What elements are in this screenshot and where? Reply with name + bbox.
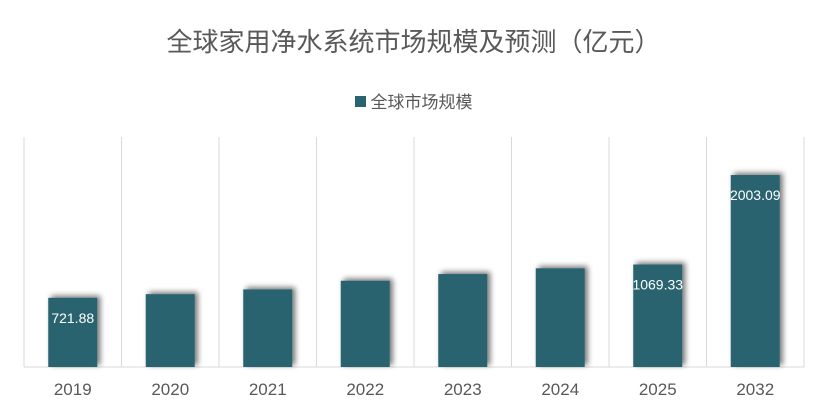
legend-label: 全球市场规模 — [370, 93, 473, 113]
bars — [48, 175, 780, 367]
x-tick-label-2021: 2021 — [249, 380, 287, 399]
bar-2021 — [243, 289, 293, 367]
x-tick-label-2020: 2020 — [151, 380, 189, 399]
x-tick-label-2025: 2025 — [639, 380, 677, 399]
data-label-2025: 1069.33 — [632, 277, 683, 293]
legend-swatch — [354, 95, 366, 107]
x-tick-label-2024: 2024 — [541, 380, 579, 399]
bar-2023 — [438, 274, 488, 367]
gridlines — [23, 137, 805, 368]
bar-2025 — [633, 264, 683, 367]
x-tick-label-2023: 2023 — [444, 380, 482, 399]
bar-2024 — [535, 268, 585, 367]
x-tick-label-2022: 2022 — [346, 380, 384, 399]
bar-2019 — [48, 297, 98, 367]
bar-2022 — [340, 280, 390, 367]
bar-2020 — [145, 294, 195, 367]
data-label-2019: 721.88 — [51, 310, 94, 326]
chart-title: 全球家用净水系统市场规模及预测（亿元） — [166, 28, 661, 58]
x-tick-labels: 2019 2020 2021 2022 2023 2024 2025 2032 — [54, 380, 774, 399]
data-label-2032: 2003.09 — [730, 187, 781, 203]
legend: 全球市场规模 — [0, 88, 827, 113]
x-tick-label-2032: 2032 — [736, 380, 774, 399]
x-tick-label-2019: 2019 — [54, 380, 92, 399]
bar-2032 — [730, 175, 780, 367]
data-labels: 721.88 1069.33 2003.09 — [51, 187, 780, 326]
